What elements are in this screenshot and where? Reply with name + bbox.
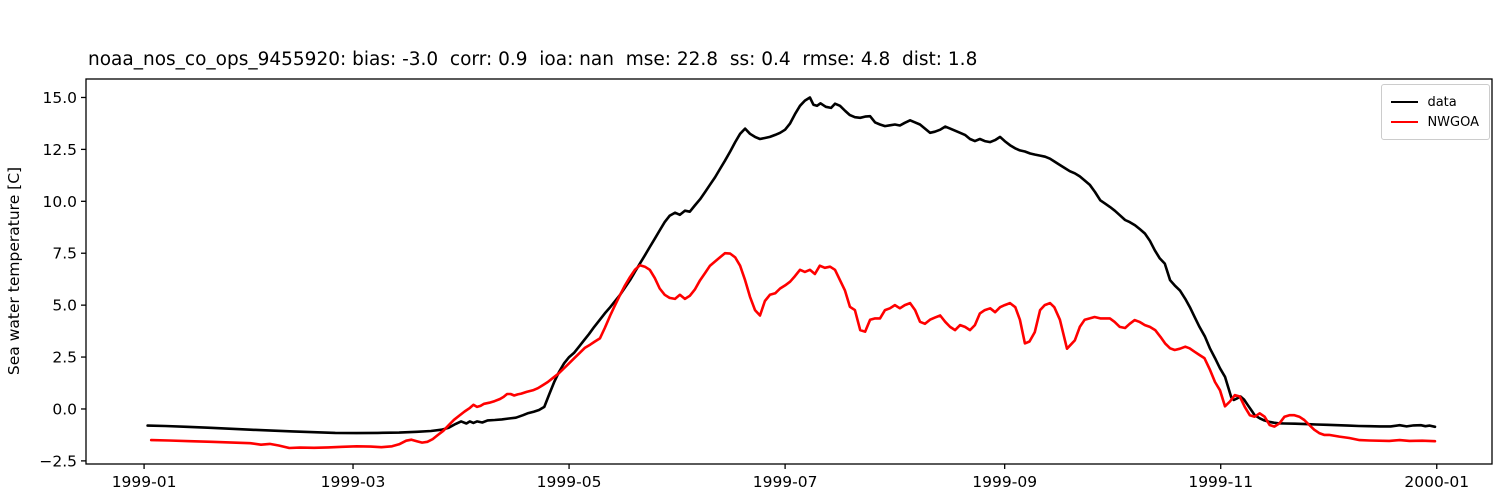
y-tick-label: 5.0 [52, 297, 77, 315]
series-line-nwgoa [149, 251, 1437, 450]
legend: data NWGOA [1381, 84, 1490, 140]
axes-frame [85, 78, 1493, 465]
y-tick-label: 10.0 [42, 193, 77, 211]
y-tick-label: 7.5 [52, 245, 77, 263]
legend-entry-nwgoa: NWGOA [1391, 112, 1479, 132]
legend-label-nwgoa: NWGOA [1427, 114, 1479, 130]
x-tick-label: 1999-11 [1188, 473, 1253, 491]
y-tick-label: −2.5 [39, 452, 77, 470]
y-tick-label: 2.5 [52, 349, 77, 367]
x-tick-label: 1999-03 [321, 473, 386, 491]
title-line-stats: noaa_nos_co_ops_9455920: bias: -3.0 corr… [88, 49, 978, 70]
legend-label-data: data [1427, 94, 1457, 110]
x-tick-label: 1999-05 [537, 473, 602, 491]
y-tick-label: 12.5 [42, 141, 77, 159]
x-tick-label: 1999-07 [753, 473, 818, 491]
y-tick-label: 0.0 [52, 400, 77, 418]
data-line-swatch [1391, 101, 1419, 103]
x-tick-label: 1999-01 [112, 473, 177, 491]
x-tick-label: 2000-01 [1404, 473, 1469, 491]
series-line-data [146, 96, 1437, 435]
nwgoa-line-swatch [1391, 121, 1419, 123]
legend-entry-data: data [1391, 92, 1479, 112]
y-tick-label: 15.0 [42, 89, 77, 107]
x-tick-label: 1999-09 [972, 473, 1037, 491]
